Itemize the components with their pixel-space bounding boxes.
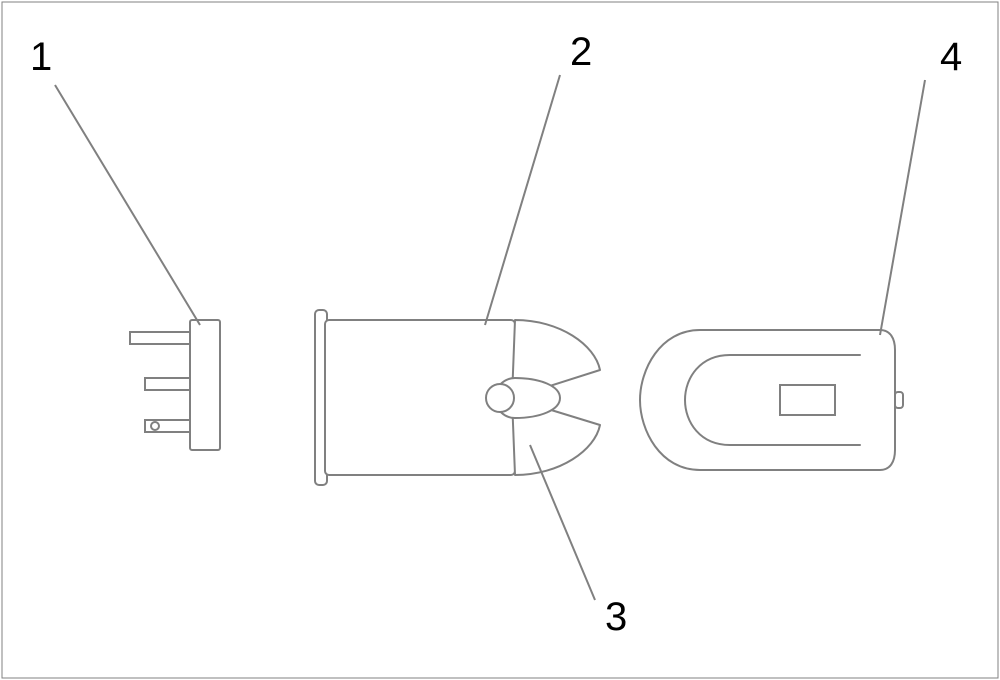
label-4: 4 xyxy=(940,35,962,79)
leader-3 xyxy=(530,445,595,600)
label-3: 3 xyxy=(605,595,627,639)
label-1: 1 xyxy=(30,35,52,79)
leader-2 xyxy=(485,75,560,325)
label-2: 2 xyxy=(570,30,592,74)
plug-prong-top xyxy=(130,332,190,344)
leader-4 xyxy=(880,80,925,335)
plug-body xyxy=(190,320,220,450)
part-plug xyxy=(130,320,220,450)
clip-slot xyxy=(780,385,835,415)
plug-prong-mid xyxy=(145,378,190,390)
leader-1 xyxy=(55,85,200,325)
clip-nub xyxy=(895,392,903,408)
diagram-svg: 1 2 3 4 xyxy=(0,0,1000,680)
socket-bulb-cap xyxy=(486,384,514,412)
part-clip xyxy=(640,330,903,470)
clip-inner xyxy=(685,355,860,445)
part-socket xyxy=(315,310,600,485)
clip-outer xyxy=(640,330,895,470)
